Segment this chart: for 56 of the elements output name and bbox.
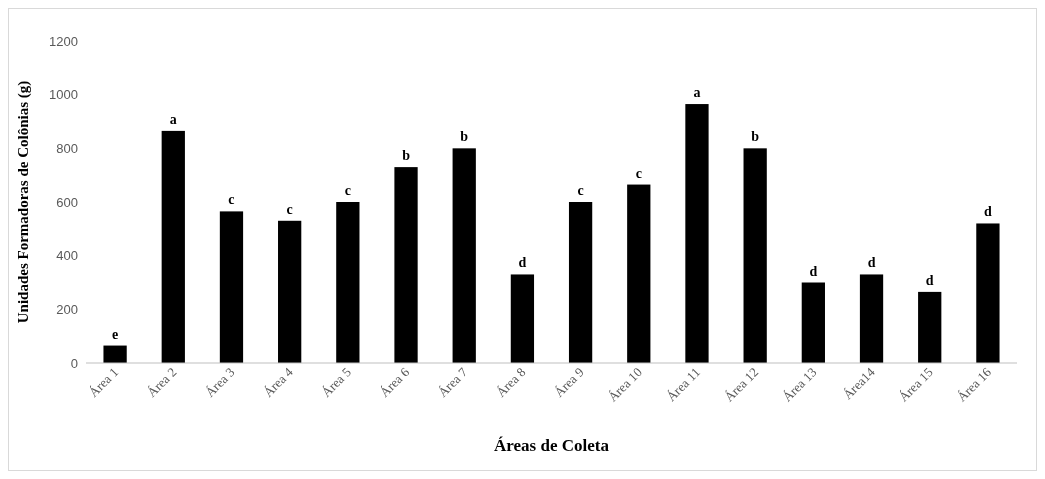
y-tick-label: 200	[56, 301, 78, 317]
bar	[568, 202, 593, 363]
x-tick-label: Área 2	[144, 364, 180, 400]
x-tick-label: Área 13	[779, 364, 820, 405]
bar	[859, 274, 884, 363]
annotation: a	[693, 85, 701, 101]
bar	[278, 220, 302, 363]
bar	[336, 202, 360, 363]
x-tick-label: Área 4	[260, 364, 297, 400]
bar	[103, 345, 127, 363]
bar	[685, 104, 709, 363]
annotation: c	[577, 183, 584, 198]
x-tick-label: Área 3	[202, 364, 238, 400]
bar	[394, 167, 418, 363]
bar	[976, 223, 1000, 363]
bar	[510, 274, 535, 363]
annotation: b	[751, 129, 760, 145]
y-tick-label: 600	[56, 194, 78, 210]
x-axis-title: Áreas de Coleta	[494, 436, 610, 455]
bar	[801, 282, 825, 363]
annotation: a	[169, 111, 177, 127]
bar	[743, 148, 767, 363]
x-tick-label: Área 9	[551, 364, 587, 400]
y-tick-label: 0	[70, 355, 78, 371]
annotation: e	[111, 326, 119, 342]
y-tick-label: 1200	[49, 33, 78, 49]
x-tick-label: Área 7	[434, 364, 471, 400]
x-tick-label: Área 12	[721, 364, 762, 405]
x-tick-label: Área 15	[895, 364, 936, 405]
annotation: b	[460, 129, 469, 145]
annotation: d	[984, 204, 993, 220]
x-tick-label: Área 10	[604, 364, 645, 405]
bar	[452, 148, 476, 363]
y-tick-label: 400	[56, 248, 78, 264]
annotation: d	[867, 255, 876, 271]
bar	[219, 211, 244, 363]
annotation: d	[518, 255, 527, 271]
x-tick-label: Área 11	[663, 364, 704, 405]
annotation: d	[925, 272, 934, 288]
annotation: c	[344, 183, 351, 198]
bar	[627, 184, 651, 363]
x-tick-label: Área 1	[85, 364, 122, 400]
annotation: d	[809, 263, 818, 279]
bar	[161, 130, 185, 363]
annotation: c	[286, 201, 293, 217]
annotation: c	[635, 165, 642, 181]
bar	[918, 291, 942, 363]
annotation: b	[402, 148, 411, 164]
y-axis-title: Unidades Formadoras de Colônias (g)	[15, 80, 32, 324]
x-tick-label: Área 6	[376, 364, 413, 400]
y-tick-label: 800	[56, 140, 78, 156]
x-tick-label: Área 8	[493, 364, 529, 400]
annotation: c	[228, 192, 235, 208]
y-tick-label: 1000	[49, 87, 78, 103]
x-tick-label: Área 16	[954, 364, 995, 405]
x-tick-label: Área 5	[318, 364, 354, 400]
